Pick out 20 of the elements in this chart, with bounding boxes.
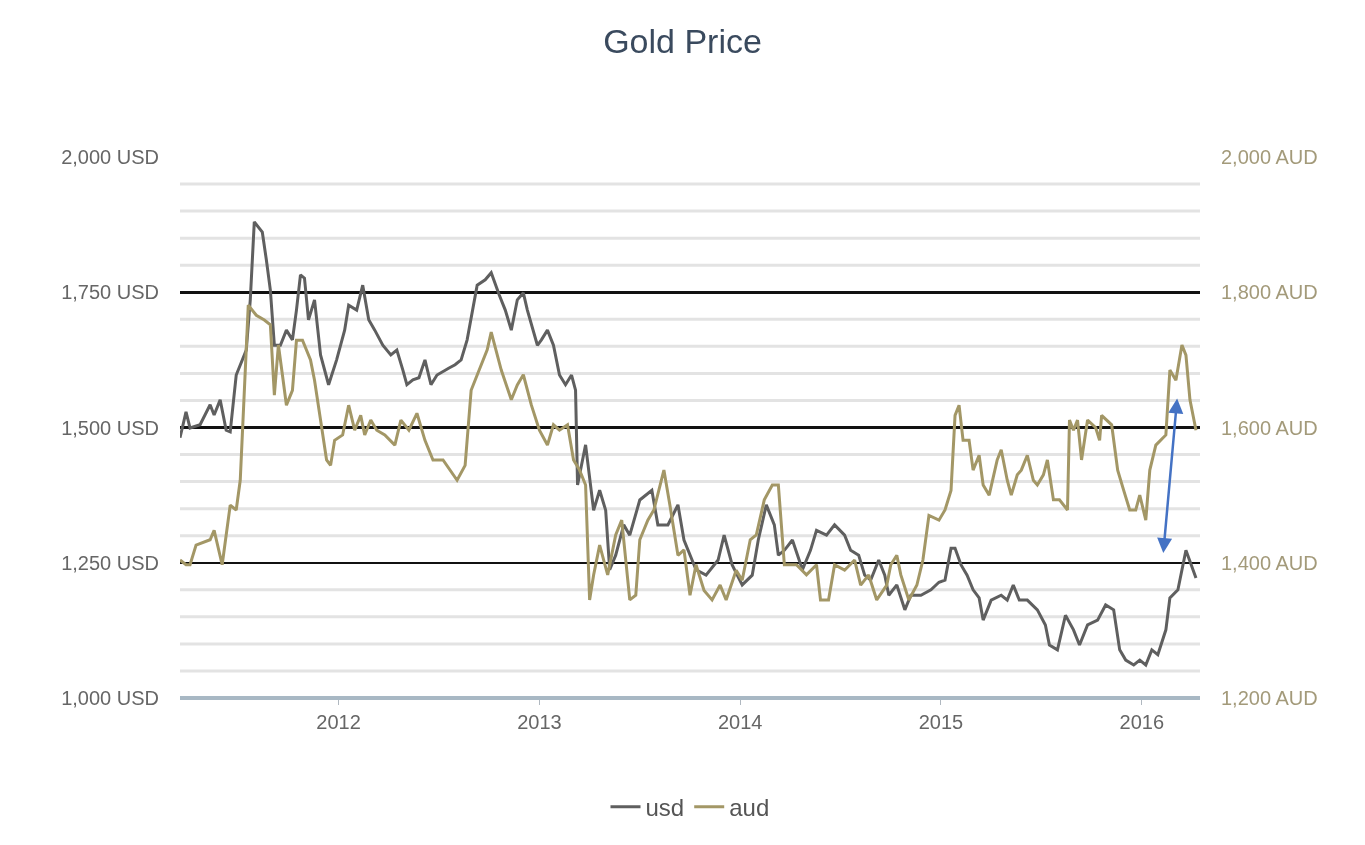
y2-tick-label: 1,200 AUD [1221,687,1318,709]
y-tick-label: 1,750 USD [61,281,159,304]
y2-tick-label: 1,800 AUD [1221,281,1318,304]
y-tick-label: 1,000 USD [61,687,159,709]
line-series [180,303,1198,602]
x-tick-label: 2012 [316,711,361,733]
y2-tick-label: 1,400 AUD [1221,551,1318,574]
y2-tick-label: 2,000 AUD [1221,146,1318,168]
y2-tick-label: 1,600 AUD [1221,416,1318,439]
y-tick-label: 2,000 USD [61,146,159,168]
x-tick-label: 2014 [717,711,763,733]
legend-label: aud [729,794,770,822]
y-tick-label: 1,500 USD [61,416,159,439]
y-tick-label: 1,250 USD [61,551,159,574]
line-series [180,220,1198,667]
x-tick-label: 2016 [1119,711,1165,733]
x-tick-label: 2015 [918,711,964,733]
x-tick-label: 2013 [517,711,562,733]
chart-title: Gold Price [603,22,762,61]
legend-label: usd [645,794,685,822]
